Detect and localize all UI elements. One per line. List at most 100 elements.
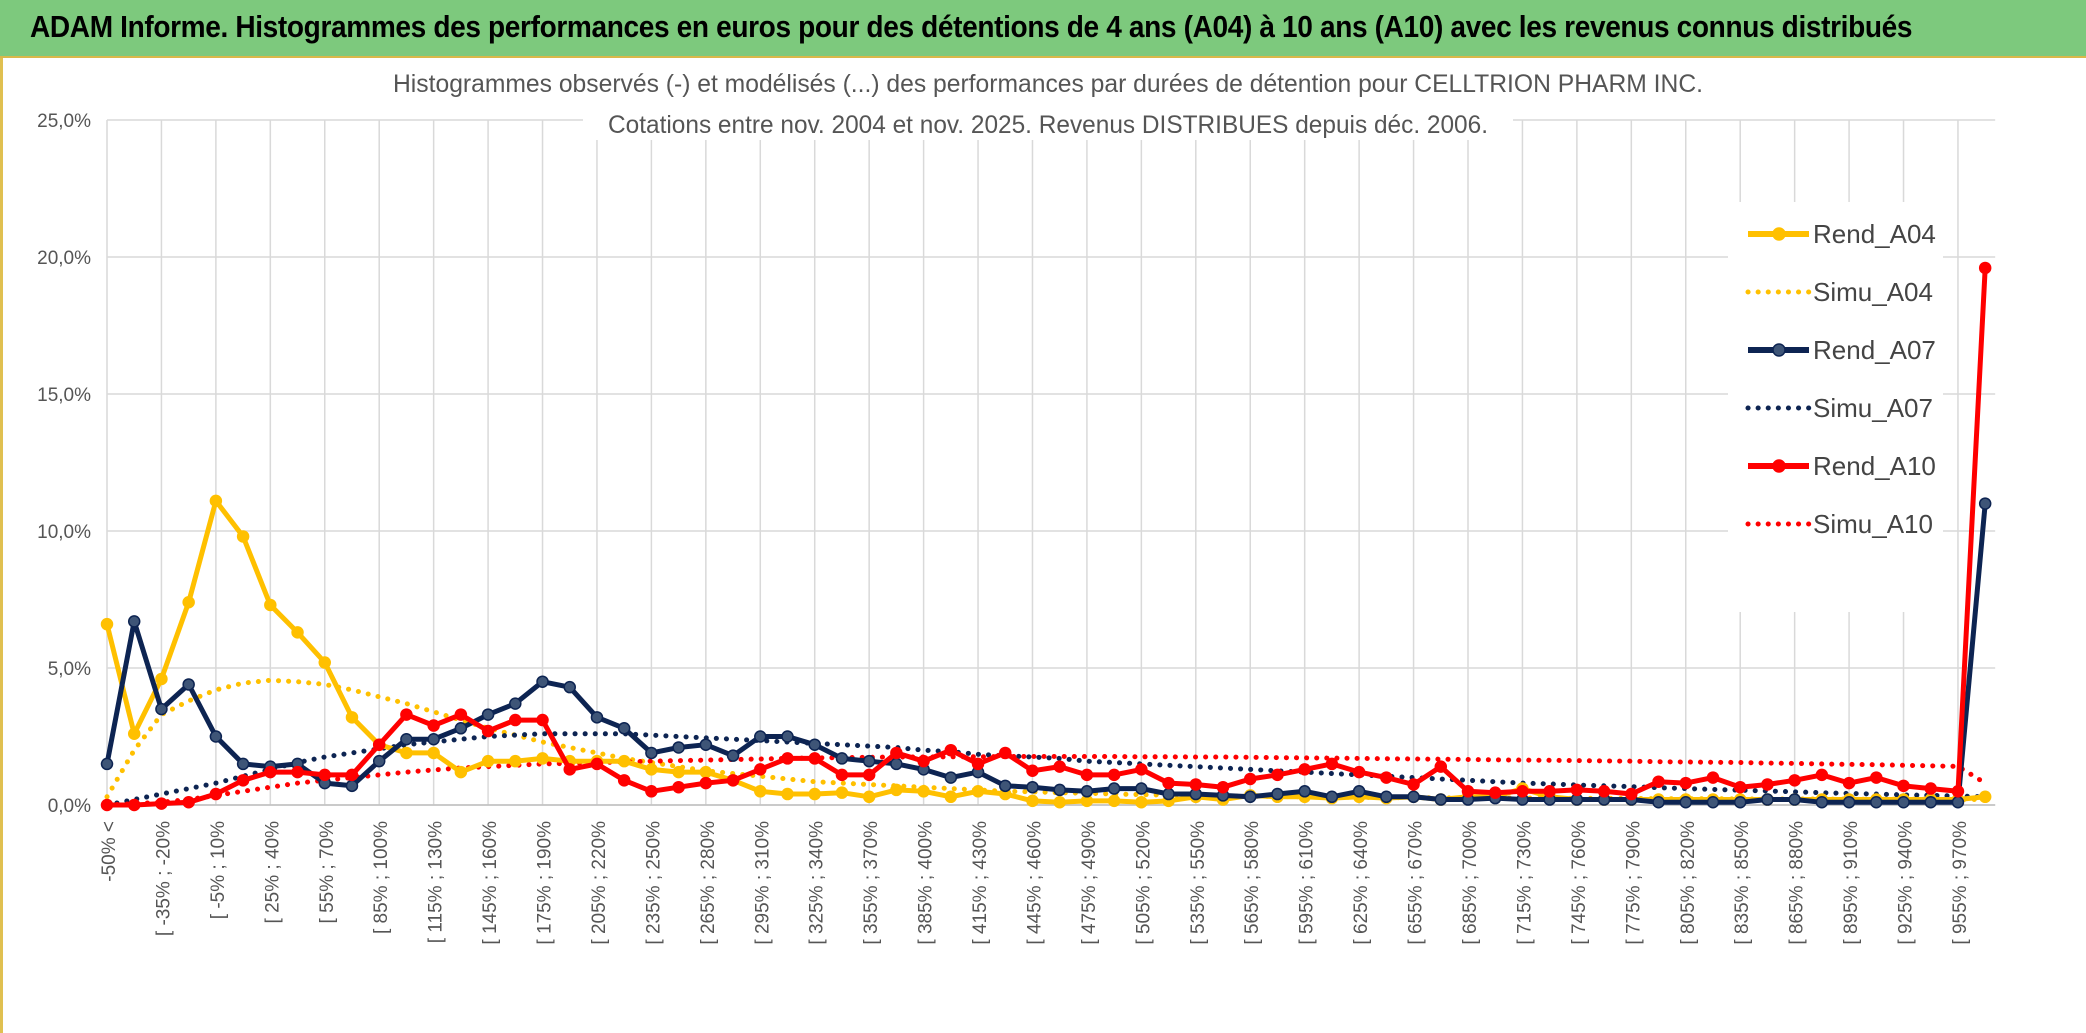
data-point (672, 741, 685, 754)
data-point (1815, 796, 1829, 809)
data-point (264, 598, 277, 612)
legend-background (1728, 202, 1943, 612)
data-point (1924, 782, 1937, 795)
data-point (917, 754, 930, 768)
data-point (236, 530, 250, 543)
data-point (1053, 783, 1066, 797)
data-point (1570, 783, 1584, 797)
y-tick-label: 5,0% (48, 659, 91, 680)
data-point (100, 757, 114, 771)
data-point (1488, 786, 1502, 799)
data-point (509, 754, 522, 768)
legend-label: Simu_A07 (1813, 393, 1933, 423)
data-point (862, 768, 876, 782)
data-point (617, 774, 631, 787)
data-point (1815, 768, 1829, 782)
x-tick-label: [ 775% ; 790% (1623, 821, 1644, 945)
data-point (617, 722, 631, 735)
data-point (1162, 787, 1175, 801)
data-point (971, 785, 985, 798)
data-point (1870, 796, 1883, 809)
x-tick-label: [ 505% ; 520% (1133, 821, 1154, 945)
x-tick-label: [ 895% ; 910% (1841, 821, 1862, 945)
data-point (1652, 796, 1665, 809)
x-tick-label: [ 595% ; 610% (1297, 821, 1318, 945)
data-point (1597, 785, 1611, 798)
data-point (1135, 763, 1148, 776)
data-point (236, 757, 250, 771)
data-point (699, 738, 713, 751)
data-point (726, 774, 740, 787)
data-point (862, 790, 876, 804)
data-point (672, 780, 685, 794)
data-point (1189, 778, 1203, 791)
data-point (781, 787, 794, 801)
data-point (1951, 796, 1965, 809)
data-point (1243, 772, 1257, 786)
data-point (1080, 785, 1094, 798)
data-point (155, 702, 168, 716)
x-tick-label: [ 445% ; 460% (1024, 821, 1045, 945)
x-tick-label: [ 805% ; 820% (1678, 821, 1699, 945)
data-point (127, 727, 141, 741)
data-point (781, 730, 794, 743)
legend-item: Simu_A04 (1745, 277, 1933, 307)
data-point (1788, 793, 1801, 806)
x-tick-label: -50% < (99, 821, 120, 882)
y-tick-label: 15,0% (37, 385, 91, 406)
data-point (100, 798, 114, 812)
legend-item: Rend_A07 (1748, 335, 1936, 365)
data-point (563, 763, 576, 776)
data-point (563, 680, 576, 694)
data-point (862, 754, 876, 768)
data-point (100, 617, 114, 631)
x-tick-label: [ 655% ; 670% (1406, 821, 1427, 945)
data-point (481, 724, 495, 738)
report-title: ADAM Informe. Histogrammes des performan… (30, 9, 1913, 44)
y-tick-label: 0,0% (48, 796, 91, 817)
y-tick-label: 20,0% (37, 248, 91, 269)
x-tick-label: [ 685% ; 700% (1460, 821, 1481, 945)
data-point (754, 763, 767, 776)
series-line (104, 503, 1988, 805)
data-point (1733, 780, 1747, 794)
data-point (917, 785, 930, 798)
x-tick-label: [ 145% ; 160% (480, 821, 501, 945)
chart-subtitle: Cotations entre nov. 2004 et nov. 2025. … (608, 111, 1488, 139)
data-point (236, 774, 250, 787)
data-point (1978, 261, 1992, 275)
data-point (318, 656, 332, 669)
legend-marker (1772, 343, 1786, 357)
data-point (1842, 796, 1856, 809)
data-point (1162, 776, 1175, 790)
x-tick-label: [ 85% ; 100% (371, 821, 392, 934)
x-tick-label: [ 415% ; 430% (970, 821, 991, 945)
chart-frame: 0,0% 5,0% 10,0% 15,0% 20,0% 25,0% -50% < [ -35… (0, 58, 2086, 1033)
data-point (1543, 785, 1556, 798)
data-point (672, 765, 685, 779)
data-point (835, 786, 849, 799)
data-point (699, 765, 713, 779)
x-tick-label: [ 205% ; 220% (589, 821, 610, 945)
x-tick-label: [ 475% ; 490% (1079, 821, 1100, 945)
chart-legend: Rend_A04 Simu_A04 Rend_A07 Simu_A07 Rend_A10… (1728, 202, 1943, 612)
x-tick-label: [ 865% ; 880% (1787, 821, 1808, 945)
data-point (1107, 794, 1121, 808)
x-tick-label: [ 925% ; 940% (1896, 821, 1917, 945)
x-axis: -50% < [ -35% ; -20% [ -5% ; 10% [ 25% ; 40… (99, 804, 1996, 945)
data-point (1352, 785, 1366, 798)
data-point (1298, 763, 1311, 776)
data-point (645, 763, 658, 776)
data-point (481, 708, 495, 721)
x-tick-label: [ 25% ; 40% (262, 821, 283, 924)
x-tick-label: [ 55% ; 70% (317, 821, 338, 924)
data-point (808, 738, 821, 751)
data-point (1298, 785, 1311, 798)
data-point (754, 785, 767, 798)
data-point (1271, 787, 1284, 801)
data-point (182, 796, 195, 809)
data-point (1026, 764, 1039, 777)
x-tick-label: [ 625% ; 640% (1351, 821, 1372, 945)
data-point (1216, 780, 1230, 794)
data-point (291, 765, 304, 779)
